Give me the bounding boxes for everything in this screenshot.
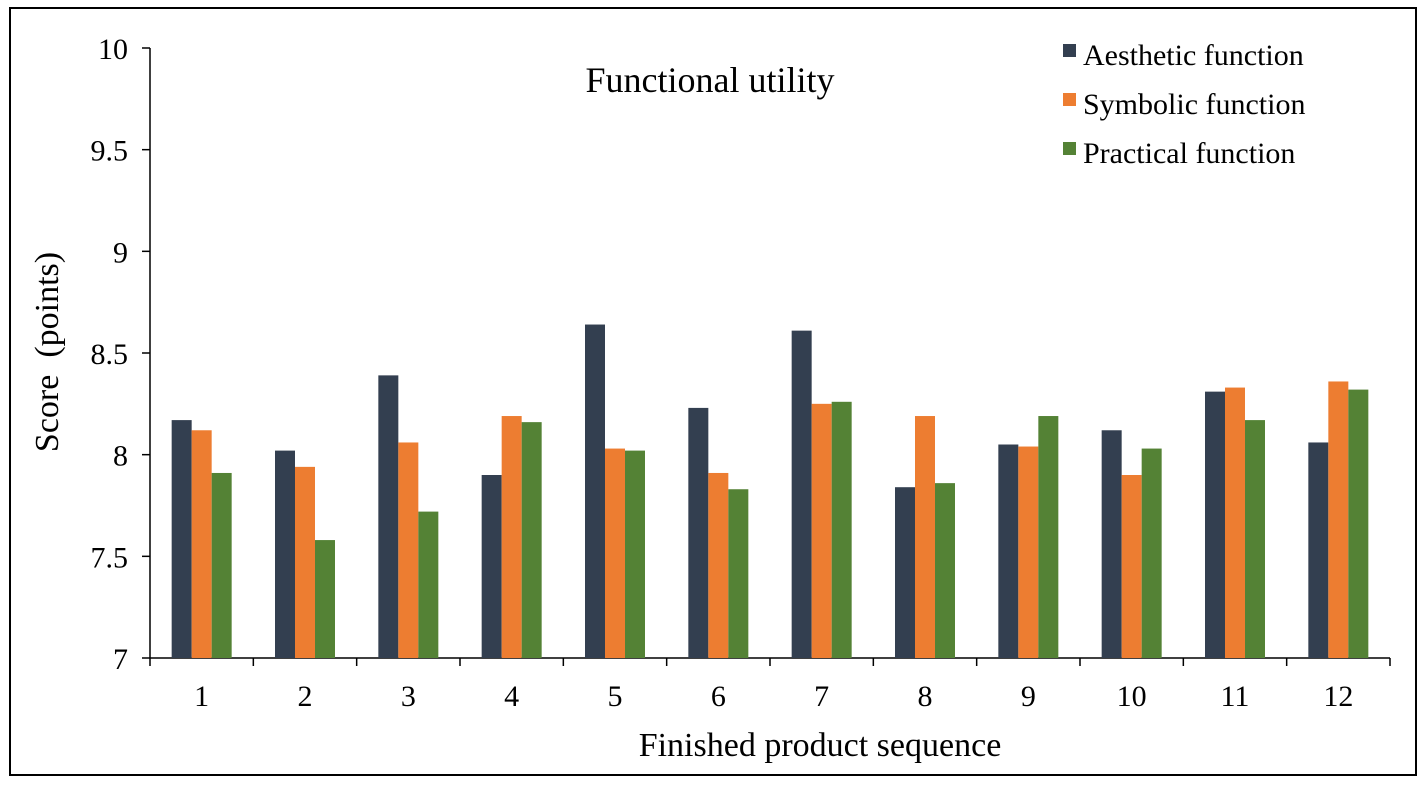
- bar-practical-function: [935, 483, 955, 658]
- chart-title: Functional utility: [586, 60, 835, 100]
- x-tick-label: 8: [918, 680, 933, 713]
- legend: Aesthetic function Symbolic function Pract…: [1063, 39, 1305, 170]
- x-axis-label: Finished product sequence: [639, 727, 1002, 764]
- y-tick-label: 9: [113, 236, 128, 269]
- bar-practical-function: [625, 450, 645, 658]
- x-tick-label: 1: [194, 680, 209, 713]
- bar-practical-function: [521, 422, 542, 658]
- y-tick-label: 8.5: [91, 338, 129, 371]
- bar-symbolic-function: [191, 430, 212, 658]
- bar-aesthetic-function: [481, 475, 502, 658]
- bar-aesthetic-function: [378, 375, 399, 658]
- bar-symbolic-function: [1328, 381, 1349, 658]
- bar-symbolic-function: [1121, 475, 1142, 658]
- y-tick-label: 7.5: [91, 541, 129, 574]
- x-tick-label: 4: [504, 680, 519, 713]
- x-tick-label: 11: [1221, 680, 1250, 713]
- bar-aesthetic-function: [275, 450, 295, 658]
- x-tick-label: 7: [814, 680, 829, 713]
- bar-aesthetic-function: [171, 420, 192, 658]
- bar-practical-function: [728, 489, 749, 658]
- bars: [171, 324, 1369, 658]
- bar-symbolic-function: [811, 403, 832, 658]
- bar-practical-function: [1348, 389, 1369, 658]
- y-axis-label: Score (points): [29, 252, 66, 452]
- y-tick-label: 9.5: [91, 135, 129, 168]
- bar-aesthetic-function: [1101, 430, 1122, 658]
- bar-practical-function: [418, 511, 439, 658]
- legend-swatch: [1063, 142, 1076, 155]
- bar-symbolic-function: [1018, 446, 1039, 658]
- x-tick-label: 10: [1117, 680, 1147, 713]
- bar-symbolic-function: [295, 466, 315, 658]
- x-tick-label: 3: [401, 680, 416, 713]
- y-tick-label: 8: [113, 440, 128, 473]
- bar-aesthetic-function: [1308, 442, 1329, 658]
- bar-symbolic-function: [501, 416, 522, 658]
- x-tick-label: 9: [1021, 680, 1036, 713]
- bar-aesthetic-function: [895, 487, 915, 658]
- bar-practical-function: [1245, 420, 1265, 658]
- bar-practical-function: [211, 472, 232, 658]
- legend-label: Practical function: [1083, 137, 1295, 170]
- y-tick-label: 10: [98, 33, 128, 66]
- bar-aesthetic-function: [688, 407, 709, 658]
- bar-aesthetic-function: [585, 324, 605, 658]
- x-tick-label: 5: [608, 680, 623, 713]
- bar-symbolic-function: [398, 442, 419, 658]
- bar-symbolic-function: [605, 448, 625, 658]
- bar-practical-function: [1141, 448, 1162, 658]
- chart-border: [9, 7, 1417, 776]
- bar-aesthetic-function: [1205, 391, 1225, 658]
- legend-swatch: [1063, 44, 1076, 57]
- bar-aesthetic-function: [998, 444, 1019, 658]
- bar-practical-function: [1038, 416, 1059, 658]
- legend-label: Aesthetic function: [1083, 39, 1304, 72]
- bar-symbolic-function: [915, 416, 935, 658]
- bar-symbolic-function: [708, 472, 729, 658]
- x-tick-label: 6: [711, 680, 726, 713]
- bar-practical-function: [315, 540, 335, 658]
- bar-practical-function: [831, 401, 852, 658]
- legend-label: Symbolic function: [1083, 88, 1305, 121]
- bar-aesthetic-function: [791, 330, 812, 658]
- bar-symbolic-function: [1225, 387, 1245, 658]
- legend-swatch: [1063, 93, 1076, 106]
- x-tick-label: 2: [298, 680, 313, 713]
- x-tick-label: 12: [1323, 680, 1353, 713]
- y-tick-label: 7: [113, 643, 128, 676]
